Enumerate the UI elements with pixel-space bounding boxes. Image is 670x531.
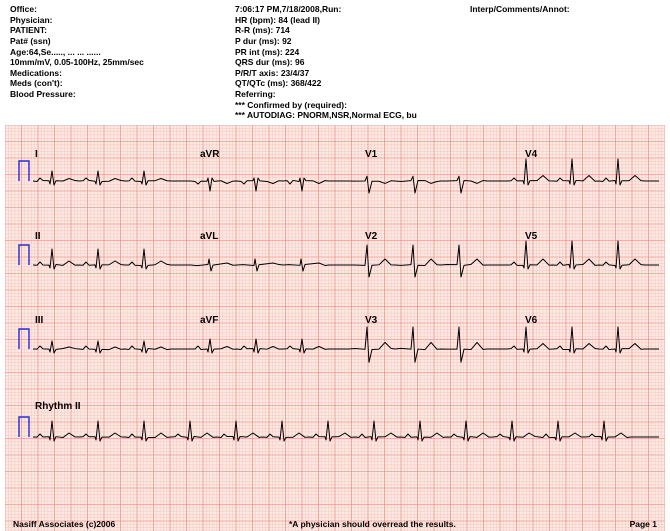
lbl-age: Age:64,Se....., ... ... ...... bbox=[10, 47, 235, 58]
lbl-qrs: QRS dur (ms): 96 bbox=[235, 57, 470, 68]
footer: Nasiff Associates (c)2006 *A physician s… bbox=[5, 519, 665, 529]
ecg-svg bbox=[5, 125, 665, 531]
lbl-meds-cont: Meds (con't): bbox=[10, 78, 235, 89]
lead-label-avr: aVR bbox=[200, 149, 219, 160]
header-col3: Interp/Comments/Annot: bbox=[470, 4, 660, 121]
lead-label-v4: V4 bbox=[525, 149, 537, 160]
lbl-interp: Interp/Comments/Annot: bbox=[470, 4, 660, 15]
lbl-patient: PATIENT: bbox=[10, 25, 235, 36]
lead-label-v6: V6 bbox=[525, 315, 537, 326]
lead-label-v1: V1 bbox=[365, 149, 377, 160]
lead-label-rhythm-ii: Rhythm II bbox=[35, 401, 81, 412]
lbl-conf: *** Confirmed by (required): bbox=[235, 100, 470, 111]
lbl-axis: P/R/T axis: 23/4/37 bbox=[235, 68, 470, 79]
ecg-area: IaVR V1 V4 II aVL V2 V5 III aVF V3 V6 Rhythm II Nas… bbox=[5, 125, 665, 531]
lead-label-ii: II bbox=[35, 231, 41, 242]
lead-label-avf: aVF bbox=[200, 315, 218, 326]
lbl-rr: R-R (ms): 714 bbox=[235, 25, 470, 36]
header-col1: Office: Physician: PATIENT: Pat# (ssn) A… bbox=[10, 4, 235, 121]
lead-label-avl: aVL bbox=[200, 231, 218, 242]
lbl-print: PR int (ms): 224 bbox=[235, 47, 470, 58]
lead-label-i: I bbox=[35, 149, 38, 160]
lbl-medications: Medications: bbox=[10, 68, 235, 79]
lbl-time: 7:06:17 PM,7/18/2008,Run: bbox=[235, 4, 470, 15]
footer-left: Nasiff Associates (c)2006 bbox=[13, 519, 115, 529]
lead-label-iii: III bbox=[35, 315, 43, 326]
lbl-auto: *** AUTODIAG: PNORM,NSR,Normal ECG, bu bbox=[235, 110, 470, 121]
header-block: Office: Physician: PATIENT: Pat# (ssn) A… bbox=[0, 0, 670, 123]
footer-center: *A physician should overread the results… bbox=[289, 519, 456, 529]
lead-label-v2: V2 bbox=[365, 231, 377, 242]
lead-label-v5: V5 bbox=[525, 231, 537, 242]
lead-label-v3: V3 bbox=[365, 315, 377, 326]
footer-right: Page 1 bbox=[630, 519, 657, 529]
lbl-pdur: P dur (ms): 92 bbox=[235, 36, 470, 47]
lbl-qt: QT/QTc (ms): 368/422 bbox=[235, 78, 470, 89]
lbl-office: Office: bbox=[10, 4, 235, 15]
lbl-patnum: Pat# (ssn) bbox=[10, 36, 235, 47]
lbl-scale: 10mm/mV, 0.05-100Hz, 25mm/sec bbox=[10, 57, 235, 68]
lbl-ref: Referring: bbox=[235, 89, 470, 100]
lbl-hr: HR (bpm): 84 (lead II) bbox=[235, 15, 470, 26]
lbl-bp: Blood Pressure: bbox=[10, 89, 235, 100]
header-col2: 7:06:17 PM,7/18/2008,Run: HR (bpm): 84 (… bbox=[235, 4, 470, 121]
lbl-physician: Physician: bbox=[10, 15, 235, 26]
